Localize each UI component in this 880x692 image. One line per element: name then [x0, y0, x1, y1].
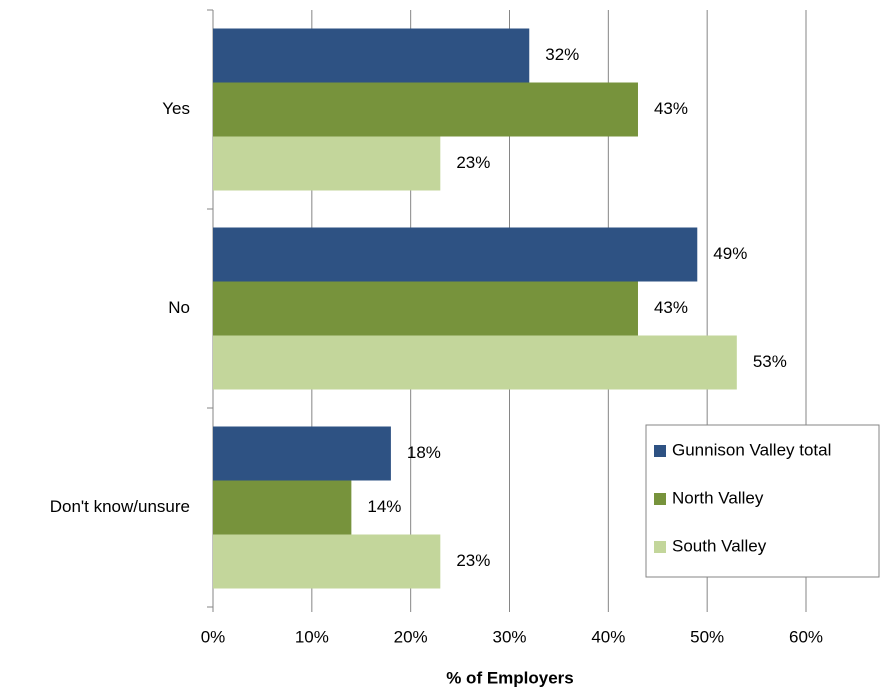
legend-label: North Valley: [672, 488, 764, 507]
data-label: 49%: [713, 244, 747, 263]
legend-label: South Valley: [672, 536, 767, 555]
bar: [213, 426, 391, 481]
bar: [213, 534, 441, 589]
legend-swatch: [654, 493, 666, 505]
x-tick-label: 60%: [789, 627, 823, 646]
y-tick-label: Don't know/unsure: [50, 497, 190, 516]
bar: [213, 480, 352, 535]
data-label: 53%: [753, 352, 787, 371]
bar: [213, 82, 638, 137]
x-tick-label: 30%: [492, 627, 526, 646]
legend-swatch: [654, 445, 666, 457]
x-tick-label: 0%: [201, 627, 226, 646]
y-tick-label: No: [168, 298, 190, 317]
bar: [213, 136, 441, 191]
x-tick-label: 10%: [295, 627, 329, 646]
x-tick-label: 50%: [690, 627, 724, 646]
bar: [213, 227, 698, 282]
x-tick-label: 40%: [591, 627, 625, 646]
bar: [213, 335, 737, 390]
bar: [213, 281, 638, 336]
x-tick-label: 20%: [394, 627, 428, 646]
data-label: 23%: [456, 551, 490, 570]
data-label: 14%: [367, 497, 401, 516]
legend-swatch: [654, 541, 666, 553]
legend-box: [645, 424, 880, 578]
x-axis-title: % of Employers: [446, 668, 574, 687]
y-tick-label: Yes: [162, 99, 190, 118]
data-label: 32%: [545, 45, 579, 64]
data-label: 43%: [654, 99, 688, 118]
data-label: 23%: [456, 153, 490, 172]
legend-label: Gunnison Valley total: [672, 440, 831, 459]
bar: [213, 28, 530, 83]
data-label: 18%: [407, 443, 441, 462]
data-label: 43%: [654, 298, 688, 317]
